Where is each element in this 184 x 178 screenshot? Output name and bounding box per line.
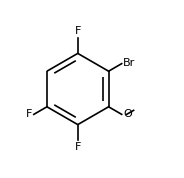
Text: F: F [75, 26, 81, 36]
Text: F: F [75, 142, 81, 152]
Text: F: F [26, 109, 32, 119]
Text: O: O [123, 109, 132, 119]
Text: Br: Br [123, 58, 135, 68]
